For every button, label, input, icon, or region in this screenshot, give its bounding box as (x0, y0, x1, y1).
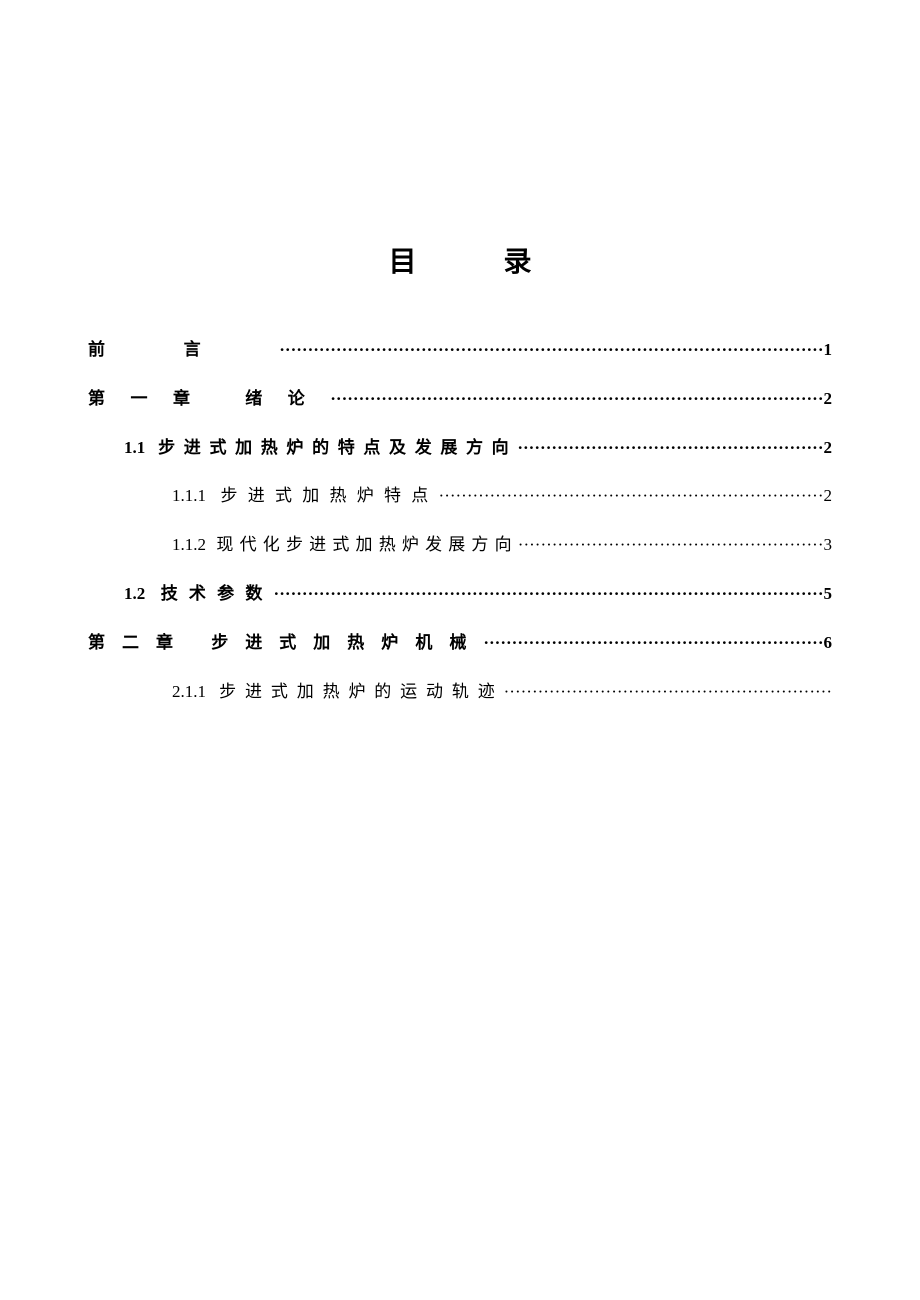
toc-entry-preface: 前言······································… (88, 330, 832, 371)
toc-entry-chapter1: 第一章 绪论··································… (88, 379, 832, 420)
toc-entry-chapter2: 第二章 步进式加热炉机械····························… (88, 623, 832, 664)
toc-entry-1-1-1: 1.1.1 步进式加热炉特点··························… (88, 476, 832, 517)
toc-entry-2-1-1: 2.1.1 步进式加热炉的运动轨迹·······················… (88, 672, 832, 713)
toc-entry-1-2: 1.2 技术参数································… (88, 574, 832, 615)
toc-entry-1-1: 1.1 步进式加热炉的特点及发展方向······················… (88, 428, 832, 469)
toc-entry-1-1-2: 1.1.2 现代化步进式加热炉发展方向·····················… (88, 525, 832, 566)
toc-title: 目 录 (88, 240, 832, 280)
